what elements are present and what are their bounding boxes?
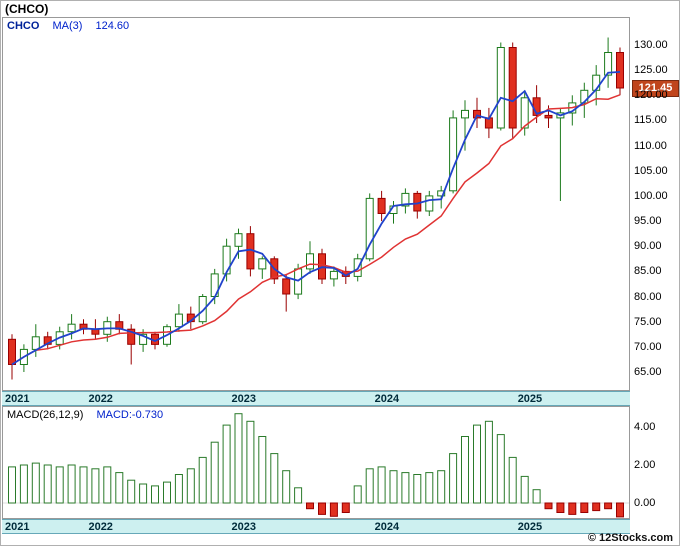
- price-tick: 95.00: [634, 215, 662, 228]
- year-label: 2022: [88, 521, 113, 533]
- price-tick: 115.00: [634, 114, 667, 127]
- price-tick: 65.00: [634, 366, 662, 378]
- macd-params-label: MACD(26,12,9): [7, 409, 84, 421]
- year-label: 2021: [5, 521, 30, 533]
- year-label: 2025: [517, 393, 543, 405]
- macd-legend: MACD(26,12,9) MACD:-0.730: [7, 409, 173, 421]
- legend-ma-value: 124.60: [95, 20, 130, 32]
- price-tick: 125.00: [634, 64, 668, 77]
- year-label: 2023: [231, 521, 257, 533]
- price-axis: 121.45 130.00 125.00 120.00 115.00 110.00 105…: [632, 17, 679, 391]
- price-tick: 70.00: [634, 340, 662, 353]
- price-tick: 100.00: [634, 189, 668, 202]
- candlestick-chart: [8, 37, 624, 380]
- year-label: 2022: [88, 393, 113, 405]
- macd-value-label: MACD:-0.730: [96, 409, 164, 421]
- year-label: 2024: [374, 393, 400, 405]
- macd-tick: 0.00: [634, 497, 656, 509]
- price-tick: 105.00: [634, 164, 668, 177]
- x-axis-years-bottom: 2021 2022 2023 2024 2025: [2, 519, 630, 534]
- year-label: 2025: [517, 521, 543, 533]
- macd-histogram: [3, 413, 629, 518]
- macd-value-axis: 4.00 2.00 0.00: [632, 406, 679, 519]
- macd-tick: 4.00: [634, 421, 656, 433]
- last-price-badge: 121.45: [632, 80, 679, 97]
- price-tick: 130.00: [634, 39, 668, 51]
- x-axis-years-top: 2021 2022 2023 2024 2025: [2, 391, 630, 406]
- price-tick: 90.00: [634, 240, 662, 253]
- price-tick: 85.00: [634, 265, 662, 278]
- price-tick: 80.00: [634, 290, 662, 303]
- macd-tick: 2.00: [634, 459, 656, 471]
- page-title: (CHCO): [5, 2, 49, 16]
- legend-symbol: CHCO: [7, 20, 40, 32]
- price-tick: 120.00: [634, 89, 668, 102]
- price-chart-panel: CHCO MA(3) 124.60: [2, 17, 630, 391]
- price-tick: 75.00: [634, 315, 662, 328]
- year-label: 2024: [374, 521, 400, 533]
- year-label: 2023: [231, 393, 257, 405]
- watermark-credit: © 12Stocks.com: [587, 532, 673, 544]
- legend-ma-label: MA(3): [52, 20, 83, 32]
- price-tick: 110.00: [634, 139, 667, 152]
- year-label: 2021: [5, 393, 30, 405]
- chart-legend: CHCO MA(3) 124.60: [7, 20, 139, 32]
- macd-panel: MACD(26,12,9) MACD:-0.730: [2, 406, 630, 519]
